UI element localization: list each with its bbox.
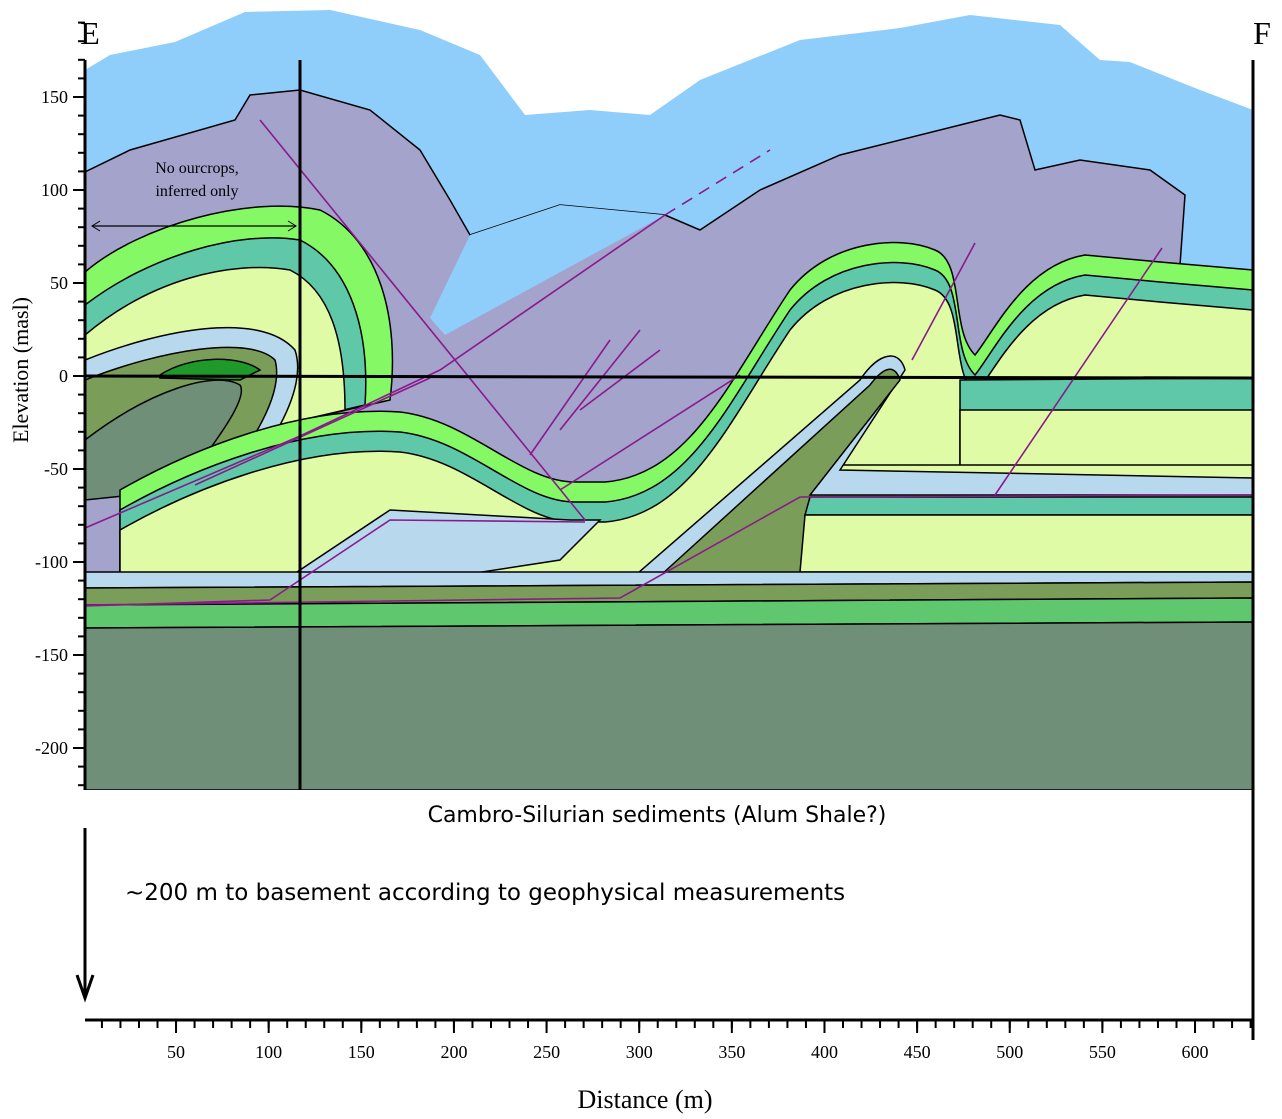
basement-note: ~200 m to basement according to geophysi… xyxy=(125,880,845,906)
y-tick-label: -50 xyxy=(44,459,68,479)
x-tick-label: 50 xyxy=(167,1042,185,1062)
y-axis-title: Elevation (masl) xyxy=(8,297,33,443)
y-tick-label: -150 xyxy=(35,645,68,665)
x-axis-title: Distance (m) xyxy=(577,1085,712,1114)
x-tick-label: 450 xyxy=(904,1042,931,1062)
x-tick-label: 350 xyxy=(718,1042,745,1062)
basement-unit xyxy=(85,622,1253,790)
x-tick-label: 200 xyxy=(440,1042,467,1062)
formation-label: Cambro-Silurian sediments (Alum Shale?) xyxy=(428,803,887,828)
layer xyxy=(805,497,1253,515)
y-tick-label: -100 xyxy=(35,552,68,572)
x-tick-label: 550 xyxy=(1089,1042,1116,1062)
x-tick-label: 400 xyxy=(811,1042,838,1062)
y-tick-label: 100 xyxy=(41,180,68,200)
x-tick-label: 300 xyxy=(626,1042,653,1062)
annotation: inferred only xyxy=(155,183,238,200)
x-tick-label: 100 xyxy=(255,1042,282,1062)
sea-level-line xyxy=(85,376,1253,378)
y-tick-label: 150 xyxy=(41,87,68,107)
cross-section: E F Elevation (masl) Distance (m) No our… xyxy=(0,0,1282,1119)
layer xyxy=(800,515,1253,572)
annotation: No ourcrops, xyxy=(155,160,239,177)
geology xyxy=(85,10,1253,840)
section-end-label: E xyxy=(80,15,100,51)
y-tick-label: -200 xyxy=(35,738,68,758)
y-tick-label: 50 xyxy=(50,273,68,293)
x-tick-label: 500 xyxy=(996,1042,1023,1062)
section-end-label: F xyxy=(1253,15,1271,51)
x-tick-label: 250 xyxy=(533,1042,560,1062)
y-tick-label: 0 xyxy=(59,366,68,386)
x-tick-label: 600 xyxy=(1182,1042,1209,1062)
x-tick-label: 150 xyxy=(348,1042,375,1062)
